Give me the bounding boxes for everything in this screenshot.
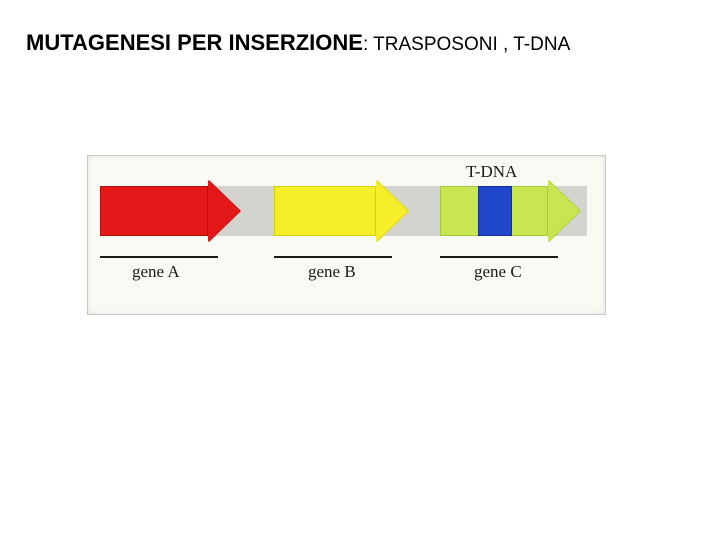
gene-b-arrow-head xyxy=(376,180,408,242)
gene-b-line xyxy=(274,256,392,258)
gene-b-arrow-shaft xyxy=(274,186,376,236)
gene-a-label: gene A xyxy=(132,262,180,282)
gene-c-label: gene C xyxy=(474,262,522,282)
tdna-insert xyxy=(478,186,512,236)
gene-c-arrow-head xyxy=(548,180,580,242)
tdna-label: T-DNA xyxy=(466,162,517,182)
page-title: MUTAGENESI PER INSERZIONE: TRASPOSONI , … xyxy=(26,30,570,56)
gene-b-label: gene B xyxy=(308,262,356,282)
gene-b-arrow xyxy=(274,186,408,236)
title-rest: : TRASPOSONI , T-DNA xyxy=(363,34,570,55)
gene-a-arrow-shaft xyxy=(100,186,208,236)
gene-a-arrow-head xyxy=(208,180,240,242)
gene-c-line xyxy=(440,256,558,258)
gene-diagram: T-DNA gene A gene B gene C xyxy=(87,155,606,315)
gene-a-line xyxy=(100,256,218,258)
title-bold: MUTAGENESI PER INSERZIONE xyxy=(26,30,363,55)
gene-a-arrow xyxy=(100,186,240,236)
page: MUTAGENESI PER INSERZIONE: TRASPOSONI , … xyxy=(0,0,720,540)
